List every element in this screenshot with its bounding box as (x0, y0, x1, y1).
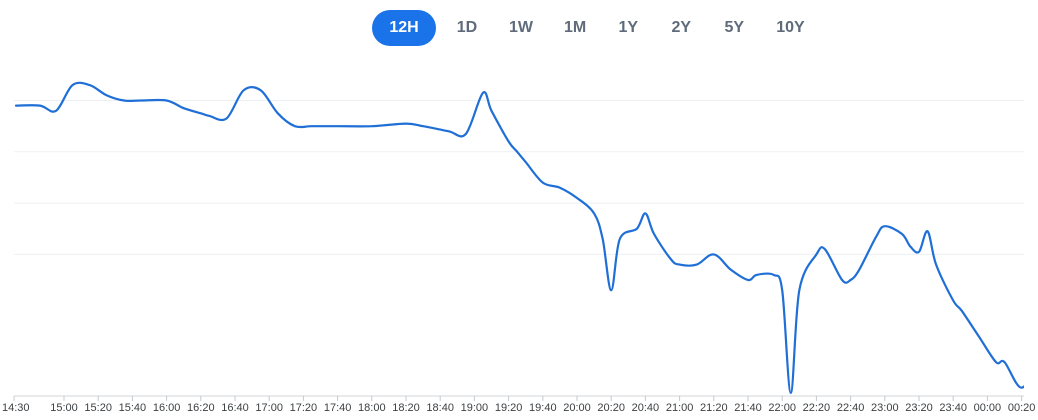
x-tick-label: 21:20 (700, 402, 728, 414)
x-tick-label: 20:40 (632, 402, 660, 414)
x-tick-label: 17:00 (255, 402, 283, 414)
x-tick-label: 21:00 (666, 402, 694, 414)
x-tick-label: 16:00 (153, 402, 181, 414)
x-tick-label: 17:40 (324, 402, 352, 414)
x-tick-label: 00:20 (1008, 402, 1036, 414)
range-button-12h[interactable]: 12H (372, 10, 436, 46)
range-button-5y[interactable]: 5Y (724, 19, 745, 36)
x-tick-label: 14:30 (2, 402, 30, 414)
range-button-1m[interactable]: 1M (564, 19, 587, 36)
x-tick-label: 15:20 (84, 402, 112, 414)
x-tick-label: 23:40 (939, 402, 967, 414)
x-tick-label: 20:00 (563, 402, 591, 414)
time-range-selector: 12H 1D 1W 1M 1Y 2Y 5Y 10Y (372, 10, 825, 46)
x-tick-label: 18:40 (426, 402, 454, 414)
x-tick-label: 22:40 (837, 402, 865, 414)
range-button-2y[interactable]: 2Y (671, 19, 692, 36)
x-tick-label: 17:20 (290, 402, 318, 414)
x-tick-label: 22:00 (768, 402, 796, 414)
x-tick-label: 16:40 (221, 402, 249, 414)
x-tick-label: 00:00 (974, 402, 1002, 414)
x-tick-label: 19:20 (495, 402, 523, 414)
x-tick-label: 16:20 (187, 402, 215, 414)
x-tick-label: 15:40 (119, 402, 147, 414)
x-tick-label: 19:40 (529, 402, 557, 414)
x-tick-label: 21:40 (734, 402, 762, 414)
range-button-1w[interactable]: 1W (509, 19, 533, 36)
x-tick-label: 15:00 (50, 402, 78, 414)
x-tick-label: 18:00 (358, 402, 386, 414)
range-button-1d[interactable]: 1D (456, 19, 478, 36)
x-tick-label: 19:00 (461, 402, 489, 414)
series-line (14, 81, 1024, 394)
x-tick-label: 22:20 (803, 402, 831, 414)
range-button-10y[interactable]: 10Y (776, 19, 805, 36)
x-tick-label: 20:20 (597, 402, 625, 414)
x-tick-label: 23:20 (905, 402, 933, 414)
x-tick-label: 23:00 (871, 402, 899, 414)
x-tick-label: 18:20 (392, 402, 420, 414)
range-button-1y[interactable]: 1Y (618, 19, 639, 36)
